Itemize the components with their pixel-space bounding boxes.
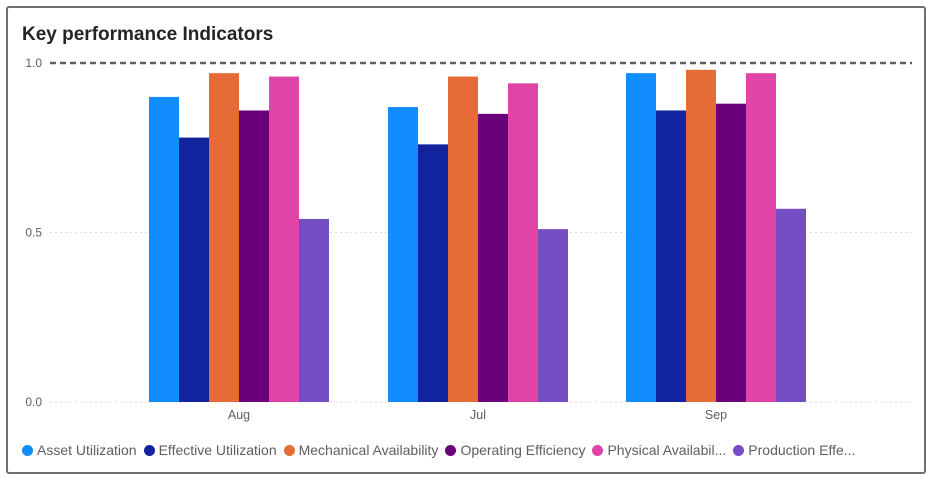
legend-label: Operating Efficiency <box>460 442 586 458</box>
bar <box>239 110 269 403</box>
legend-marker-icon <box>733 444 745 456</box>
legend-item[interactable]: Effective Utilization <box>143 442 277 458</box>
legend-item[interactable]: Asset Utilization <box>22 442 137 458</box>
y-tick-label: 0.0 <box>25 395 42 409</box>
chart-legend: Asset Utilization Effective Utilization Me… <box>22 440 862 460</box>
bar <box>149 96 179 403</box>
chart-title: Key performance Indicators <box>22 24 274 45</box>
bar <box>269 76 299 402</box>
bar <box>716 103 746 403</box>
y-tick-label: 0.5 <box>25 226 42 240</box>
legend-marker-icon <box>22 444 33 456</box>
x-tick-label: Aug <box>228 408 250 422</box>
legend-item[interactable]: Physical Availabil... <box>592 442 726 458</box>
bar <box>538 229 568 402</box>
legend-label: Production Effe... <box>748 442 856 458</box>
bar <box>776 208 806 402</box>
legend-item[interactable]: Mechanical Availability <box>283 442 439 458</box>
bar <box>746 73 776 403</box>
bar <box>299 218 329 402</box>
bar <box>209 73 239 403</box>
bar <box>448 76 478 402</box>
x-tick-label: Sep <box>705 408 727 422</box>
bar <box>656 110 686 403</box>
bar <box>626 73 656 403</box>
legend-marker-icon <box>445 444 457 456</box>
bar <box>686 69 716 402</box>
bar <box>478 113 508 402</box>
legend-item[interactable]: Operating Efficiency <box>445 442 585 458</box>
bar <box>388 107 418 402</box>
legend-item[interactable]: Production Effe... <box>733 442 855 458</box>
legend-label: Effective Utilization <box>158 442 277 458</box>
legend-marker-icon <box>592 444 604 456</box>
bar <box>418 144 448 403</box>
legend-label: Physical Availabil... <box>607 442 727 458</box>
legend-marker-icon <box>143 444 155 456</box>
legend-label: Asset Utilization <box>37 442 137 458</box>
y-tick-label: 1.0 <box>25 56 42 70</box>
legend-marker-icon <box>283 444 295 456</box>
bar <box>179 137 209 402</box>
legend-label: Mechanical Availability <box>298 442 439 458</box>
x-tick-label: Jul <box>470 408 486 422</box>
bar <box>508 83 538 402</box>
